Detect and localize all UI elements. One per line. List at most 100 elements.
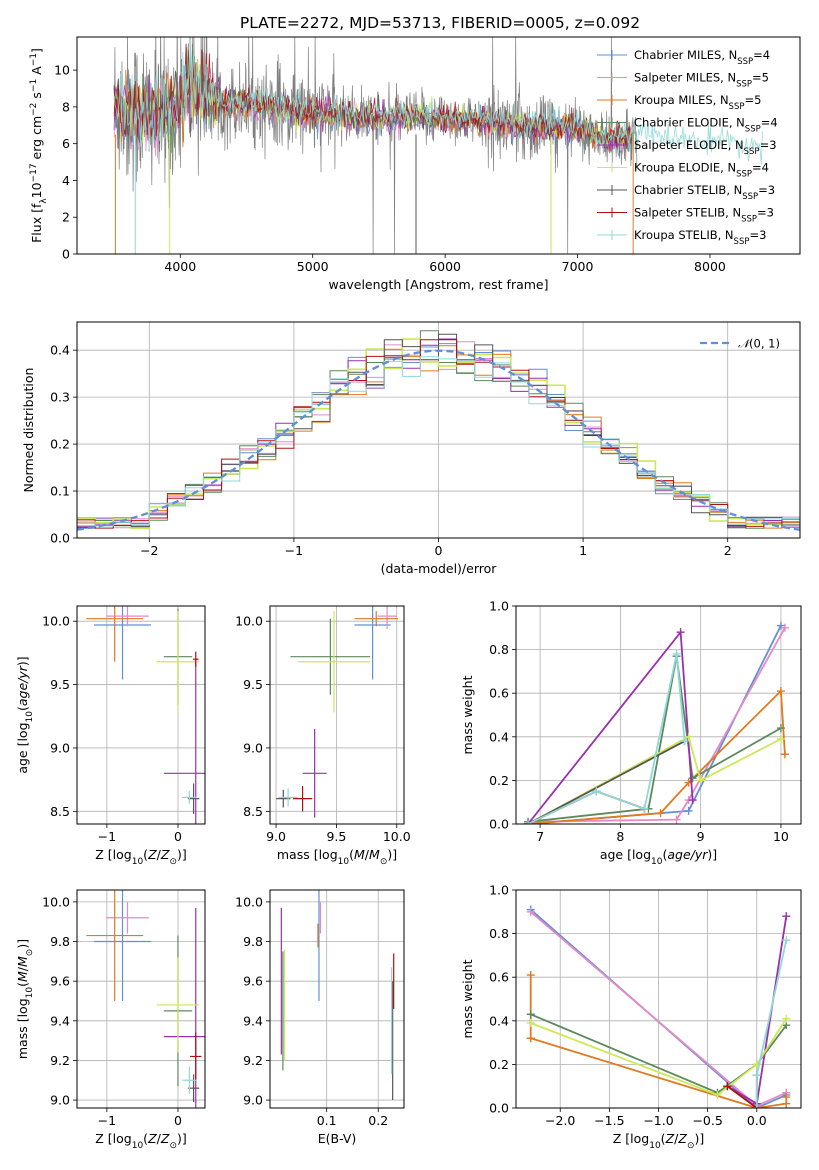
- x-tick-label: 10.0: [383, 829, 411, 844]
- legend-label-kroupa-miles: Kroupa MILES, NSSP=5: [634, 93, 761, 112]
- normal-curve: [77, 349, 800, 531]
- x-axis-label: Z [log10(Z/Z⊙)]: [95, 847, 187, 867]
- series-line: [527, 655, 782, 823]
- y-tick-label: 9.0: [50, 1093, 70, 1108]
- errorbar-kroupa-stelib: [278, 788, 298, 807]
- y-tick-label: 0: [62, 247, 70, 262]
- errorbar-salpeter-elodie: [302, 728, 327, 818]
- series-point: [640, 804, 649, 813]
- series-point: [672, 815, 681, 824]
- axes-frame: [76, 889, 206, 1109]
- x-tick-label: 10: [773, 829, 789, 844]
- y-tick-label: 10.0: [42, 894, 70, 909]
- y-tick-label: 9.0: [243, 740, 263, 755]
- series-point: [526, 1034, 535, 1043]
- x-axis-label: (data-model)/error: [381, 561, 498, 576]
- x-tick-label: −1: [285, 543, 303, 558]
- series-point: [676, 628, 685, 637]
- series-point: [752, 1071, 761, 1080]
- series-point: [672, 649, 681, 658]
- errorbar-chabrier-miles: [94, 890, 151, 1001]
- x-tick-label: 9: [697, 829, 705, 844]
- series-kroupa-elodie: [526, 1014, 791, 1099]
- series-line: [527, 740, 686, 824]
- x-tick-label: −1.0: [643, 1113, 673, 1128]
- y-tick-label: 0.6: [489, 970, 509, 985]
- y-tick-label: 0.6: [489, 686, 509, 701]
- y-tick-label: 0.8: [489, 926, 509, 941]
- errorbar-salpeter-miles: [106, 901, 149, 934]
- series-line: [527, 625, 782, 824]
- y-tick-label: 0.4: [50, 343, 70, 358]
- series-point: [780, 623, 789, 632]
- y-tick-label: 10: [54, 63, 70, 78]
- series-line: [726, 1085, 758, 1108]
- errorbar-kroupa-elodie: [297, 611, 371, 713]
- y-tick-label: 9.0: [243, 1093, 263, 1108]
- series-line: [527, 735, 782, 824]
- plot-area: [524, 621, 789, 824]
- y-tick-label: 0.2: [489, 1057, 509, 1072]
- x-tick-label: −1: [98, 1113, 116, 1128]
- series-point: [524, 820, 533, 824]
- y-axis-label: mass weight: [460, 675, 475, 754]
- y-axis-label: age [log10(age/yr)]: [15, 656, 35, 773]
- errorbar-kroupa-miles: [354, 611, 398, 627]
- y-axis-label: mass [log10(M/M⊙)]: [15, 939, 35, 1059]
- spectrum-legend: Chabrier MILES, NSSP=4 Salpeter MILES, NS…: [597, 48, 778, 247]
- x-tick-label: 5000: [297, 259, 329, 274]
- figure-title: PLATE=2272, MJD=53713, FIBERID=0005, z=0…: [240, 14, 640, 32]
- y-tick-label: 0.0: [489, 817, 509, 832]
- x-tick-label: 0.2: [368, 1113, 388, 1128]
- axes-frame: [76, 605, 206, 825]
- series-point: [688, 796, 697, 805]
- errorbar-kroupa-elodie: [156, 957, 200, 1053]
- errorbar-chabrier-elodie: [290, 618, 371, 695]
- series-point: [656, 809, 665, 818]
- y-tick-label: 0.1: [50, 484, 70, 499]
- y-axis-label: Normed distribution: [21, 368, 36, 493]
- x-tick-label: 0: [435, 543, 443, 558]
- series-salpeter-miles: [524, 623, 789, 824]
- plot-area: [526, 905, 791, 1108]
- series-point: [780, 750, 789, 759]
- plot-area: [280, 890, 395, 1101]
- y-tick-label: 9.5: [243, 677, 263, 692]
- series-point: [592, 787, 601, 796]
- series-point: [782, 936, 791, 945]
- y-tick-label: 0.8: [489, 642, 509, 657]
- legend-label-salpeter-elodie: Salpeter ELODIE, NSSP=3: [634, 138, 777, 157]
- y-tick-label: 0.0: [50, 531, 70, 546]
- series-point: [776, 724, 785, 733]
- legend-label-chabrier-stelib: Chabrier STELIB, NSSP=3: [634, 183, 775, 202]
- residuals-legend: 𝒩(0, 1): [700, 337, 780, 351]
- series-point: [776, 734, 785, 743]
- y-tick-label: 1.0: [489, 599, 509, 614]
- plot-area: [77, 330, 800, 531]
- plot-area: [276, 606, 398, 818]
- series-point: [782, 1014, 791, 1023]
- series-point: [776, 621, 785, 630]
- series-point: [526, 1018, 535, 1027]
- y-tick-label: 4: [62, 173, 70, 188]
- series-point: [526, 971, 535, 980]
- y-tick-label: 9.4: [243, 1013, 263, 1028]
- histogram-kroupa-stelib: [77, 356, 800, 527]
- x-axis-label: Z [log10(Z/Z⊙)]: [95, 1131, 187, 1151]
- y-tick-label: 9.6: [50, 974, 70, 989]
- x-tick-label: 0.1: [317, 1113, 337, 1128]
- errorbar-kroupa-stelib: [182, 791, 197, 804]
- x-tick-label: 0: [174, 1113, 182, 1128]
- series-chabrier-elodie: [524, 652, 785, 824]
- series-kroupa-stelib: [752, 936, 791, 1108]
- errorbar-salpeter-miles: [377, 606, 397, 629]
- axes-frame: [269, 605, 405, 825]
- series-point: [782, 912, 791, 921]
- panel-spectrum: 4000 5000 6000 7000 8000 0 2 4 6 8 10 wavelength [A…: [29, 36, 801, 292]
- y-tick-label: 0.2: [489, 773, 509, 788]
- errorbar-salpeter-stelib: [192, 651, 199, 667]
- x-tick-label: −1: [98, 829, 116, 844]
- y-tick-label: 9.8: [50, 934, 70, 949]
- errorbar-chabrier-miles: [354, 606, 391, 680]
- x-tick-label: 6000: [429, 259, 461, 274]
